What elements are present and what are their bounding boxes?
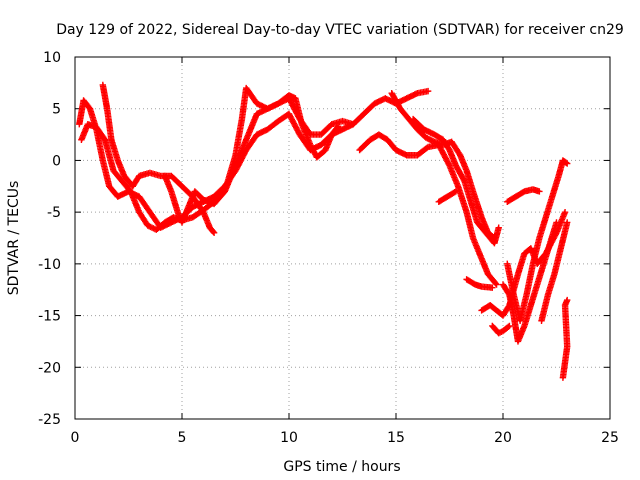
data-point xyxy=(505,323,512,330)
series-track-4 xyxy=(161,84,342,226)
series-track-14 xyxy=(504,186,543,205)
series-track-16 xyxy=(559,296,571,381)
series-track-9 xyxy=(463,276,496,291)
x-tick-label: 0 xyxy=(71,430,80,446)
x-tick-labels: 0 5 10 15 20 25 xyxy=(71,430,619,446)
x-tick-label: 15 xyxy=(387,430,405,446)
data-point xyxy=(492,280,499,287)
series-track-8 xyxy=(435,188,460,205)
data-point xyxy=(491,234,498,242)
y-tick-label: -20 xyxy=(38,360,61,376)
y-tick-label: 0 xyxy=(52,153,61,169)
x-tick-label: 20 xyxy=(494,430,512,446)
data-point xyxy=(536,188,543,195)
series-track-1 xyxy=(76,87,432,231)
y-axis-label: SDTVAR / TECUs xyxy=(6,181,22,296)
y-tick-label: -10 xyxy=(38,257,61,273)
y-tick-label: -5 xyxy=(47,205,61,221)
data-point xyxy=(493,281,500,288)
data-point xyxy=(506,322,513,330)
series-track-12 xyxy=(499,219,560,345)
plot-frame xyxy=(74,56,611,420)
data-point xyxy=(490,233,497,241)
grid-lines xyxy=(75,57,610,419)
data-point xyxy=(210,228,217,235)
data-point xyxy=(452,188,460,195)
data-point xyxy=(489,284,496,291)
y-tick-label: 10 xyxy=(43,50,61,66)
data-point xyxy=(564,296,571,304)
data-point xyxy=(335,123,342,130)
data-point xyxy=(451,188,458,196)
data-point xyxy=(334,124,341,131)
series-track-15 xyxy=(538,219,571,324)
y-tick-label: 5 xyxy=(52,102,61,118)
data-point xyxy=(495,224,502,231)
x-tick-label: 5 xyxy=(178,430,187,446)
x-axis-label: GPS time / hours xyxy=(283,459,400,475)
data-series xyxy=(76,81,571,381)
x-tick-label: 10 xyxy=(280,430,298,446)
data-point xyxy=(350,121,357,128)
data-point xyxy=(445,161,452,168)
y-tick-label: -15 xyxy=(38,309,61,325)
data-point xyxy=(564,160,571,167)
data-point xyxy=(424,87,432,95)
data-point xyxy=(210,229,218,237)
data-point xyxy=(553,219,560,226)
series-track-13 xyxy=(504,157,571,324)
y-tick-labels: -25 -20 -15 -10 -5 0 5 10 xyxy=(38,50,61,428)
series-track-7 xyxy=(388,90,498,242)
data-point xyxy=(564,219,571,226)
y-tick-label: -25 xyxy=(38,412,61,428)
data-point xyxy=(562,159,570,166)
chart-title: Day 129 of 2022, Sidereal Day-to-day VTE… xyxy=(56,22,624,38)
series-track-11 xyxy=(489,322,513,337)
axis-ticks xyxy=(74,56,611,420)
x-tick-label: 25 xyxy=(601,430,619,446)
data-point xyxy=(561,208,569,216)
